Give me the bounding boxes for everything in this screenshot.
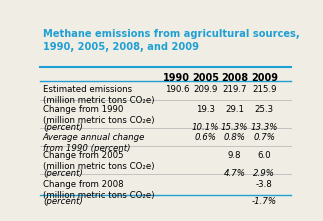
Text: 19.3: 19.3	[196, 105, 215, 114]
Text: 0.6%: 0.6%	[194, 133, 217, 142]
Text: 190.6: 190.6	[164, 85, 189, 94]
Text: 2008: 2008	[221, 73, 248, 83]
Text: Methane emissions from agricultural sources,
1990, 2005, 2008, and 2009: Methane emissions from agricultural sour…	[43, 29, 299, 52]
Text: 4.7%: 4.7%	[224, 169, 245, 178]
Text: (percent): (percent)	[43, 169, 83, 178]
Text: 2005: 2005	[192, 73, 219, 83]
Text: 9.8: 9.8	[228, 151, 241, 160]
Text: 6.0: 6.0	[258, 151, 271, 160]
Text: Change from 1990
(million metric tons CO₂e): Change from 1990 (million metric tons CO…	[43, 105, 154, 125]
Text: 15.3%: 15.3%	[221, 123, 248, 132]
Text: -3.8: -3.8	[256, 179, 273, 189]
Text: 2.9%: 2.9%	[254, 169, 276, 178]
Text: 209.9: 209.9	[193, 85, 218, 94]
Text: 1990: 1990	[163, 73, 190, 83]
Text: 25.3: 25.3	[255, 105, 274, 114]
Text: -1.7%: -1.7%	[252, 197, 277, 206]
Text: 0.7%: 0.7%	[254, 133, 276, 142]
Text: Change from 2005
(million metric tons CO₂e): Change from 2005 (million metric tons CO…	[43, 151, 154, 171]
Text: Change from 2008
(million metric tons CO₂e): Change from 2008 (million metric tons CO…	[43, 179, 154, 200]
Text: 29.1: 29.1	[225, 105, 244, 114]
Text: 10.1%: 10.1%	[192, 123, 219, 132]
Text: 219.7: 219.7	[222, 85, 247, 94]
Text: (percent): (percent)	[43, 123, 83, 132]
Text: Estimated emissions
(million metric tons CO₂e): Estimated emissions (million metric tons…	[43, 85, 154, 105]
Text: 2009: 2009	[251, 73, 278, 83]
Text: 215.9: 215.9	[252, 85, 277, 94]
Text: (percent): (percent)	[43, 197, 83, 206]
Text: 13.3%: 13.3%	[251, 123, 278, 132]
Text: Average annual change
from 1990 (percent): Average annual change from 1990 (percent…	[43, 133, 145, 153]
Text: 0.8%: 0.8%	[224, 133, 245, 142]
